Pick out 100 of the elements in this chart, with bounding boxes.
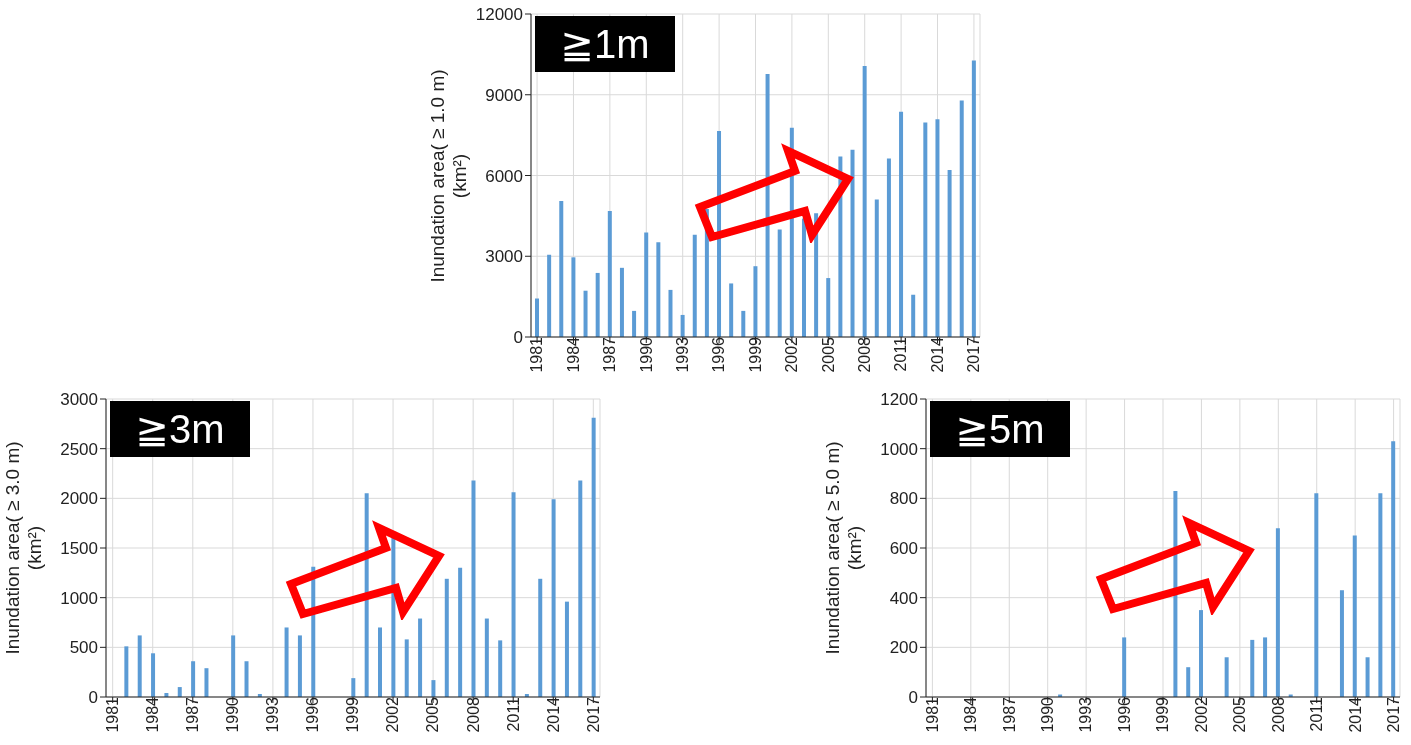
bar [717, 131, 722, 337]
x-tick-label: 2008 [856, 336, 874, 373]
bar [862, 65, 867, 337]
y-tick-label: 400 [889, 588, 918, 608]
bar [850, 149, 855, 337]
x-tick-label: 1981 [923, 696, 941, 733]
bar [1391, 441, 1396, 697]
bar [1339, 590, 1344, 697]
bar [404, 639, 409, 697]
bar [151, 653, 156, 697]
annotation: ≧5m [930, 401, 1070, 457]
x-tick-label: 2002 [1192, 696, 1210, 733]
y-tick-label: 0 [908, 688, 918, 708]
bar [911, 294, 916, 337]
bar [644, 232, 649, 337]
bar [899, 111, 904, 337]
bar [1173, 490, 1178, 697]
bar [1263, 637, 1268, 697]
bar [801, 218, 806, 337]
x-tick-label: 2011 [1308, 696, 1326, 732]
bar [1378, 493, 1383, 697]
bar [351, 678, 356, 697]
x-tick-label: 2002 [384, 696, 402, 733]
bar [418, 618, 423, 697]
y-tick-label: 9000 [485, 85, 523, 105]
bar [391, 538, 396, 697]
bar [364, 493, 369, 697]
annotation: ≧1m [535, 16, 675, 72]
x-tick-label: 2017 [965, 336, 983, 373]
bar [607, 211, 612, 337]
bar [591, 417, 596, 697]
bar [297, 635, 302, 697]
bar [1352, 535, 1357, 697]
x-tick-label: 1999 [344, 696, 362, 733]
bar [959, 100, 964, 337]
bar [1275, 528, 1280, 697]
bar [204, 668, 209, 697]
y-tick-label: 1500 [60, 539, 98, 559]
bar [632, 310, 637, 337]
x-tick-label: 1996 [304, 696, 322, 733]
y-tick-label: 0 [88, 688, 98, 708]
bar [124, 646, 129, 697]
bar [535, 298, 539, 337]
bar [511, 492, 516, 697]
bar [1224, 657, 1229, 697]
x-tick-label: 2005 [424, 696, 442, 733]
bar [1199, 610, 1204, 697]
bar [559, 201, 564, 337]
x-tick-label: 2011 [504, 696, 522, 732]
x-tick-label: 1996 [1115, 696, 1133, 733]
bar [571, 257, 576, 337]
x-tick-label: 1984 [144, 696, 162, 733]
y-tick-label: 2500 [60, 439, 98, 459]
x-tick-label: 2005 [1231, 696, 1249, 733]
bar [741, 310, 746, 337]
bar [137, 635, 142, 697]
bar [177, 687, 182, 697]
annotation: ≧3m [110, 401, 250, 457]
bar [551, 499, 556, 697]
x-tick-label: 1996 [710, 336, 728, 373]
x-tick-label: 2014 [1346, 696, 1364, 733]
x-tick-label: 1987 [1000, 696, 1018, 733]
x-tick-label: 2011 [892, 336, 910, 372]
bar [619, 267, 624, 337]
bar [244, 661, 249, 697]
bar [1365, 657, 1370, 697]
y-tick-label: 6000 [485, 166, 523, 186]
x-tick-label: 1981 [528, 336, 546, 373]
bar [874, 199, 879, 337]
bar [191, 661, 196, 697]
bar [886, 158, 891, 337]
y-tick-label: 1200 [880, 390, 918, 410]
x-tick-label: 1981 [104, 696, 122, 733]
bar [777, 229, 782, 337]
bar [668, 289, 673, 337]
bar [484, 618, 489, 697]
bar [935, 119, 940, 337]
y-axis-title: Inundation area( ≥ 3.0 m) (km²) [2, 440, 46, 657]
x-tick-label: 2017 [1384, 696, 1402, 733]
x-tick-label: 1999 [1154, 696, 1172, 733]
y-tick-label: 1000 [880, 439, 918, 459]
bar [680, 314, 685, 337]
bar [578, 480, 583, 697]
y-axis-title: Inundation area( ≥ 1.0 m) (km²) [427, 67, 471, 285]
bar [971, 60, 976, 337]
bar [231, 635, 236, 697]
x-tick-label: 1984 [564, 336, 582, 373]
bar [547, 254, 552, 337]
y-tick-label: 500 [69, 638, 98, 658]
x-tick-label: 2014 [928, 336, 946, 373]
y-tick-label: 2000 [60, 489, 98, 509]
x-tick-label: 2017 [584, 696, 602, 733]
x-tick-label: 1990 [224, 696, 242, 733]
bar [947, 170, 952, 337]
bar [1250, 639, 1255, 697]
y-tick-label: 3000 [60, 390, 98, 410]
bar [1122, 637, 1127, 697]
x-tick-label: 2005 [819, 336, 837, 373]
bar [729, 283, 734, 337]
x-tick-label: 2008 [1269, 696, 1287, 733]
